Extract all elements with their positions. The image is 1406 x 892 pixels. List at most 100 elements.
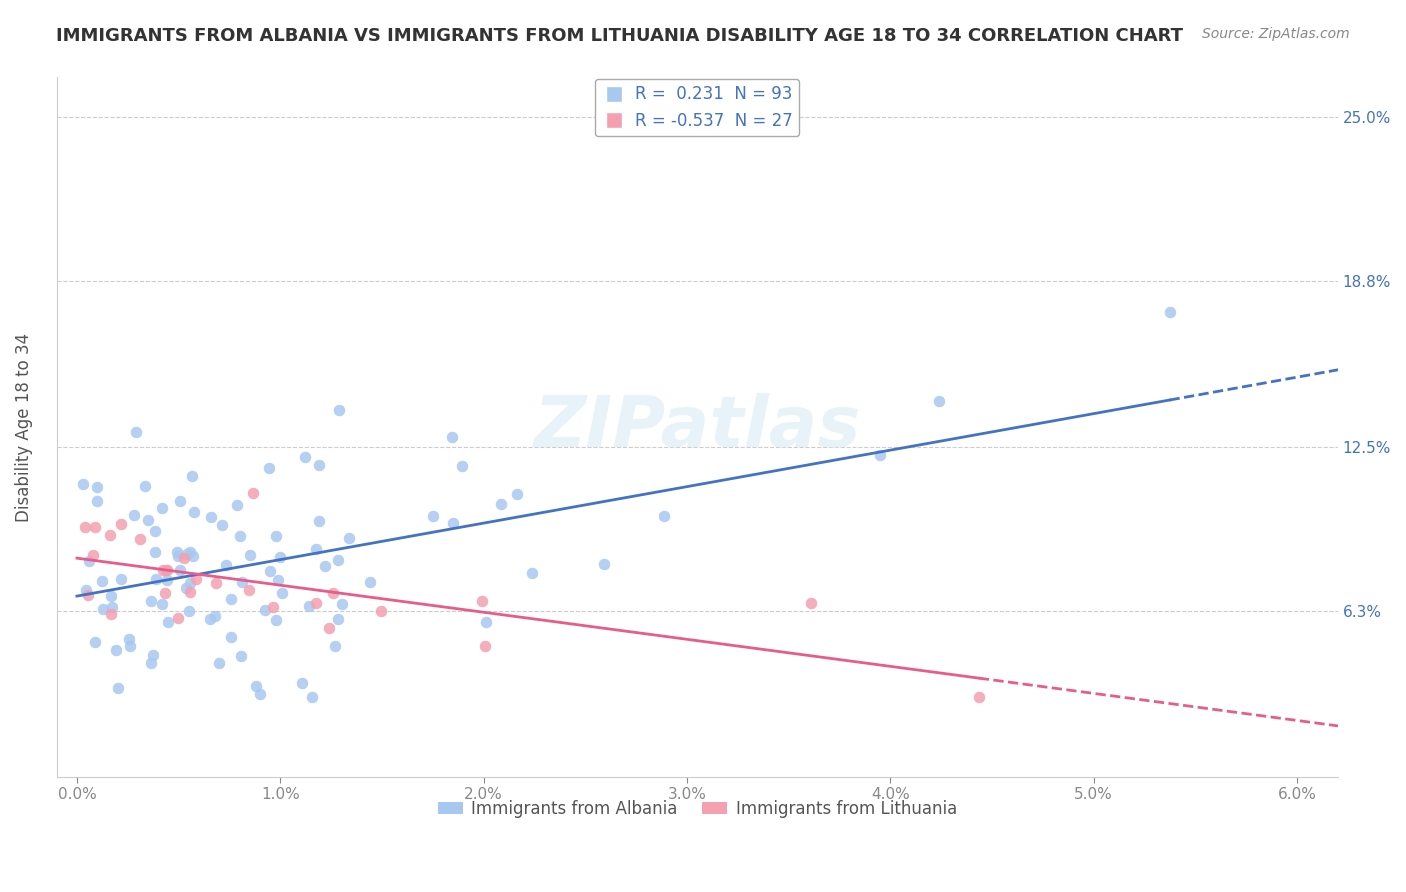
Point	[75, 582, 97, 597]
Point	[204, 608, 226, 623]
Point	[150, 501, 173, 516]
Point	[304, 596, 326, 610]
Point	[219, 591, 242, 606]
Point	[239, 548, 262, 562]
Text: IMMIGRANTS FROM ALBANIA VS IMMIGRANTS FROM LITHUANIA DISABILITY AGE 18 TO 34 COR: IMMIGRANTS FROM ALBANIA VS IMMIGRANTS FR…	[56, 27, 1184, 45]
Point	[105, 643, 128, 657]
Point	[152, 598, 174, 612]
Point	[305, 541, 328, 556]
Point	[129, 533, 152, 547]
Point	[181, 549, 204, 563]
Point	[522, 566, 544, 580]
Point	[139, 656, 162, 670]
Point	[231, 648, 253, 663]
Point	[100, 607, 122, 621]
Point	[118, 639, 141, 653]
Point	[152, 563, 174, 577]
Point	[328, 402, 350, 417]
Point	[143, 524, 166, 538]
Point	[110, 516, 132, 531]
Point	[211, 518, 233, 533]
Point	[145, 573, 167, 587]
Point	[118, 632, 141, 647]
Point	[204, 575, 226, 590]
Point	[91, 601, 114, 615]
Point	[1159, 304, 1181, 318]
Point	[173, 551, 195, 566]
Point	[652, 509, 675, 524]
Point	[156, 573, 179, 587]
Point	[266, 529, 288, 543]
Point	[180, 468, 202, 483]
Point	[266, 573, 288, 587]
Point	[169, 563, 191, 577]
Point	[337, 532, 360, 546]
Point	[229, 529, 252, 543]
Point	[298, 599, 321, 613]
Point	[134, 479, 156, 493]
Point	[800, 596, 823, 610]
Point	[314, 558, 336, 573]
Point	[156, 563, 179, 577]
Point	[441, 516, 464, 530]
Point	[83, 520, 105, 534]
Point	[122, 508, 145, 522]
Point	[264, 613, 287, 627]
Point	[474, 639, 496, 653]
Point	[328, 613, 350, 627]
Point	[301, 690, 323, 704]
Point	[869, 448, 891, 462]
Point	[72, 477, 94, 491]
Legend: Immigrants from Albania, Immigrants from Lithuania: Immigrants from Albania, Immigrants from…	[430, 793, 963, 824]
Point	[100, 589, 122, 603]
Point	[179, 576, 201, 591]
Point	[139, 594, 162, 608]
Point	[75, 519, 97, 533]
Point	[967, 690, 990, 705]
Point	[257, 460, 280, 475]
Point	[238, 582, 260, 597]
Point	[177, 604, 200, 618]
Point	[219, 630, 242, 644]
Point	[245, 679, 267, 693]
Point	[593, 557, 616, 571]
Point	[262, 599, 284, 614]
Point	[451, 459, 474, 474]
Point	[370, 604, 392, 618]
Point	[294, 450, 316, 464]
Point	[253, 603, 276, 617]
Point	[174, 582, 197, 596]
Point	[259, 564, 281, 578]
Y-axis label: Disability Age 18 to 34: Disability Age 18 to 34	[15, 333, 32, 522]
Point	[318, 621, 340, 635]
Point	[208, 657, 231, 671]
Point	[167, 549, 190, 563]
Point	[226, 498, 249, 512]
Point	[308, 514, 330, 528]
Point	[169, 493, 191, 508]
Point	[242, 485, 264, 500]
Point	[110, 572, 132, 586]
Point	[359, 574, 381, 589]
Point	[86, 493, 108, 508]
Point	[155, 564, 177, 578]
Point	[291, 676, 314, 690]
Point	[90, 574, 112, 589]
Point	[200, 509, 222, 524]
Point	[107, 681, 129, 695]
Point	[183, 505, 205, 519]
Point	[184, 572, 207, 586]
Point	[308, 458, 330, 472]
Point	[325, 639, 347, 653]
Point	[83, 635, 105, 649]
Point	[215, 558, 238, 572]
Point	[77, 588, 100, 602]
Point	[98, 527, 121, 541]
Point	[124, 425, 146, 439]
Point	[322, 585, 344, 599]
Point	[475, 615, 498, 629]
Point	[86, 480, 108, 494]
Point	[101, 599, 124, 614]
Point	[200, 612, 222, 626]
Point	[179, 585, 201, 599]
